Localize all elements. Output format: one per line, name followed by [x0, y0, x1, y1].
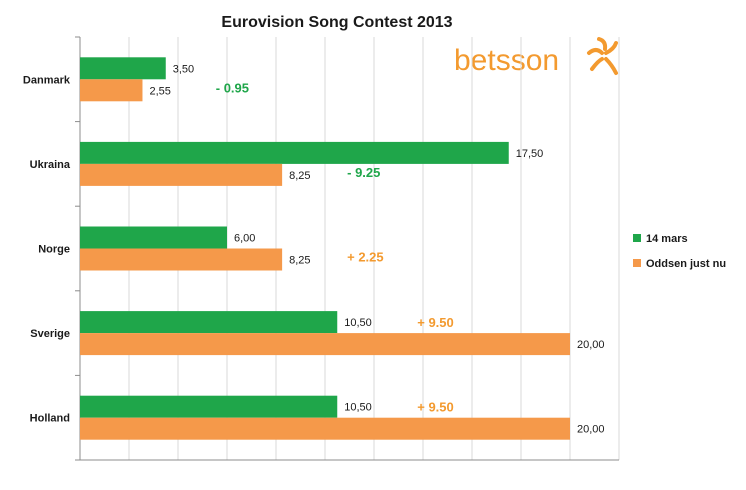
- category-labels: Danmark Ukraina Norge Sverige Holland: [23, 74, 71, 424]
- betsson-star-icon: [587, 37, 618, 75]
- category-label: Sverige: [30, 328, 70, 340]
- value-labels: 3,502,55 17,50 8,25 6,00 8,25 10,50 20,00 10,50…: [149, 63, 604, 435]
- data-label: 17,50: [516, 148, 544, 160]
- chart-title: Eurovision Song Contest 2013: [221, 14, 452, 31]
- difference-label: - 0.95: [216, 80, 249, 95]
- bar: [80, 333, 570, 356]
- data-label: 20,00: [577, 339, 605, 351]
- legend-entry: Oddsen just nu: [646, 258, 726, 270]
- data-label: 2,55: [149, 85, 170, 97]
- bars: [80, 57, 570, 440]
- data-label: 8,25: [289, 170, 310, 182]
- gridlines: [128, 37, 620, 460]
- bar: [80, 141, 509, 164]
- difference-label: + 2.25: [347, 250, 384, 265]
- category-label: Ukraina: [30, 159, 71, 171]
- difference-label: + 9.50: [417, 400, 454, 415]
- category-label: Danmark: [23, 74, 71, 86]
- difference-labels: - 0.95 - 9.25 + 2.25 + 9.50 + 9.50: [216, 80, 454, 414]
- data-label: 20,00: [577, 424, 605, 436]
- data-label: 10,50: [344, 402, 372, 414]
- data-label: 3,50: [173, 63, 194, 75]
- bar: [80, 395, 338, 418]
- bar: [80, 311, 338, 334]
- legend: 14 mars Oddsen just nu: [633, 233, 726, 270]
- category-label: Holland: [30, 413, 70, 425]
- legend-swatch: [633, 259, 641, 267]
- difference-label: + 9.50: [417, 315, 454, 330]
- bar: [80, 57, 166, 80]
- difference-label: - 9.25: [347, 165, 380, 180]
- legend-entry: 14 mars: [646, 233, 688, 245]
- bar: [80, 417, 570, 440]
- brand-name: betsson: [454, 44, 559, 77]
- bar: [80, 79, 143, 102]
- brand-logo: betsson: [454, 37, 618, 77]
- data-label: 8,25: [289, 255, 310, 267]
- bar: [80, 163, 283, 186]
- bar: [80, 226, 227, 249]
- category-label: Norge: [38, 244, 70, 256]
- data-label: 6,00: [234, 233, 255, 245]
- bar: [80, 248, 283, 271]
- legend-swatch: [633, 234, 641, 242]
- data-label: 10,50: [344, 317, 372, 329]
